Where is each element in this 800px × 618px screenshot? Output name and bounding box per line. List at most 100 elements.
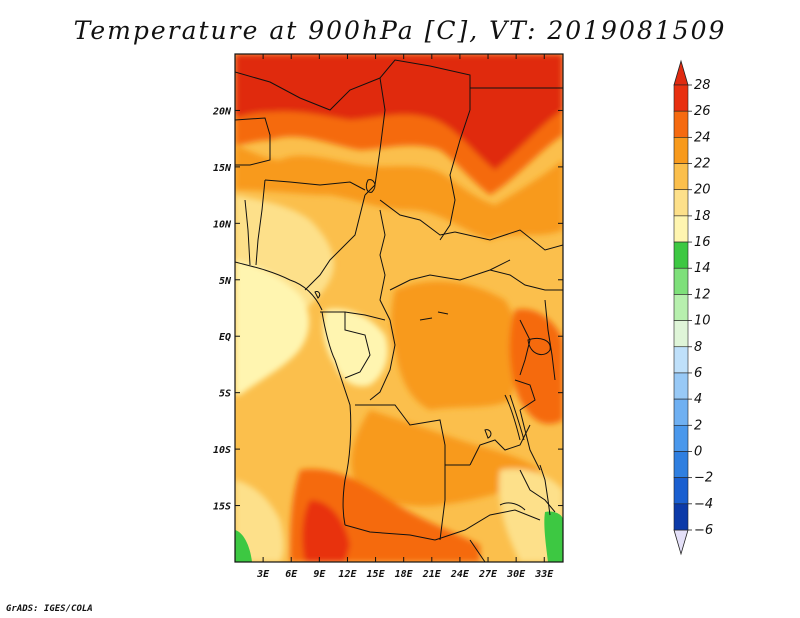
lake-chad: [365, 179, 376, 193]
colorbar-swatch: [673, 215, 689, 243]
coastline-westafrica: [235, 261, 323, 311]
lon-tick-label: 27E: [478, 569, 498, 580]
border-niger-chad: [364, 77, 386, 196]
colorbar-swatch: [673, 398, 689, 426]
field-region-north-warm: [235, 145, 563, 240]
lon-tick-label: 18E: [395, 569, 414, 580]
colorbar-swatch: [673, 294, 689, 321]
colorbar-swatch: [673, 110, 689, 138]
border-cameroon-car: [379, 209, 391, 321]
colorbar-label: 2: [694, 418, 702, 433]
lat-tick-label: 5N: [219, 276, 232, 287]
colorbar-swatch: [673, 189, 689, 217]
map-frame: [234, 53, 564, 563]
colorbar-under-arrow: [673, 529, 689, 556]
colorbar-swatch: [673, 372, 689, 400]
lat-tick-label: 20N: [212, 106, 232, 117]
border-niger-nigeria: [264, 179, 366, 191]
colorbar-swatch: [673, 241, 689, 269]
border-chad-sudan: [439, 109, 471, 241]
border-angola-zambia: [439, 465, 446, 541]
colorbar-swatch: [673, 163, 689, 191]
border-botswana: [469, 539, 486, 562]
lat-tick-label: 15N: [213, 163, 232, 174]
axis-ticks: 3E 6E 9E 12E 15E 18E 21E 24E 27E 30E 33E 20N 15N 10N 5…: [212, 54, 563, 580]
field-region-north-hottest: [235, 54, 563, 170]
border-zambia-zimbabwe: [434, 509, 541, 541]
field-region-southwest-green: [235, 530, 252, 562]
field-region-southwest-cool: [235, 480, 284, 562]
lat-tick-label: 15S: [213, 502, 231, 513]
lake-tanganyika: [504, 394, 525, 441]
border-uganda-drc: [519, 319, 531, 376]
border-chad-car: [379, 199, 456, 236]
lon-tick-label: 3E: [256, 569, 270, 580]
grads-credit: GrADS: IGES/COLA: [6, 604, 93, 614]
lon-tick-label: 24E: [450, 569, 470, 580]
border-congo-drc: [369, 319, 396, 401]
border-angola-namibia: [344, 524, 436, 541]
lat-tick-label: 5S: [219, 389, 231, 400]
lat-tick-label: 10N: [213, 219, 232, 230]
colorbar-swatch: [673, 320, 689, 348]
border-cameroon-gabon: [320, 311, 386, 321]
colorbar-label: 10: [694, 314, 711, 329]
lat-tick-label: EQ: [219, 332, 231, 343]
colorbar-swatch: [673, 84, 689, 112]
colorbar-label: 22: [694, 157, 711, 172]
border-benin-nigeria: [255, 179, 266, 266]
border-lake-malawi: [539, 464, 551, 516]
lon-tick-label: 30E: [506, 569, 526, 580]
colorbar-swatch: [673, 451, 689, 478]
temperature-field: [235, 54, 563, 562]
colorbar-label: 26: [694, 104, 711, 119]
colorbar-label: −6: [694, 523, 713, 538]
border-drc-zambia: [469, 424, 531, 466]
border-sudan-southsudan: [454, 229, 563, 251]
colorbar-label: 28: [694, 78, 711, 93]
field-region-gabon-cool: [323, 308, 388, 387]
field-region-southeast-green: [544, 511, 563, 562]
colorbar-label: 14: [694, 261, 711, 276]
country-borders: [235, 59, 563, 562]
field-region-south-warm: [351, 410, 540, 507]
colorbar-label: −4: [694, 497, 713, 512]
lake-victoria: [527, 337, 551, 356]
bioko-island: [314, 291, 321, 299]
border-mozambique: [519, 469, 556, 513]
colorbar-label: −2: [694, 471, 713, 486]
border-libya-niger: [379, 59, 471, 110]
lon-tick-label: 33E: [534, 569, 554, 580]
lake-mweru: [484, 429, 492, 439]
map-title: Temperature at 900hPa [C], VT: 201908150…: [73, 16, 727, 45]
colorbar-over-arrow: [673, 59, 689, 86]
border-uganda-kenya: [544, 299, 556, 381]
colorbar-swatch: [673, 346, 689, 374]
border-nigeria-cameroon: [304, 194, 366, 291]
colorbar-swatch: [673, 137, 689, 164]
border-togo-benin: [244, 199, 251, 266]
colorbar-label: 20: [694, 183, 711, 198]
colorbar-label: 12: [694, 287, 711, 302]
lake-kariba: [499, 502, 526, 511]
field-region-coast-coolest: [235, 260, 310, 395]
field-region-congo-warm: [391, 281, 519, 410]
lon-tick-label: 6E: [285, 569, 298, 580]
border-car-drc: [389, 259, 511, 291]
colorbar-label: 8: [694, 340, 702, 355]
colorbar-swatch: [673, 503, 689, 531]
lon-tick-label: 15E: [367, 569, 386, 580]
colorbar-label: 4: [694, 392, 702, 407]
border-algeria-niger: [235, 71, 381, 111]
border-gabon-congo: [344, 312, 371, 379]
field-region-south-hottest: [302, 500, 350, 562]
lon-tick-label: 12E: [338, 569, 357, 580]
colorbar-label: 16: [694, 235, 711, 250]
colorbar-swatch: [673, 267, 689, 295]
border-rwanda-burundi: [514, 379, 536, 411]
colorbar-label: 24: [694, 130, 711, 145]
colorbar-label: 18: [694, 209, 711, 224]
colorbar-label: 6: [694, 366, 702, 381]
